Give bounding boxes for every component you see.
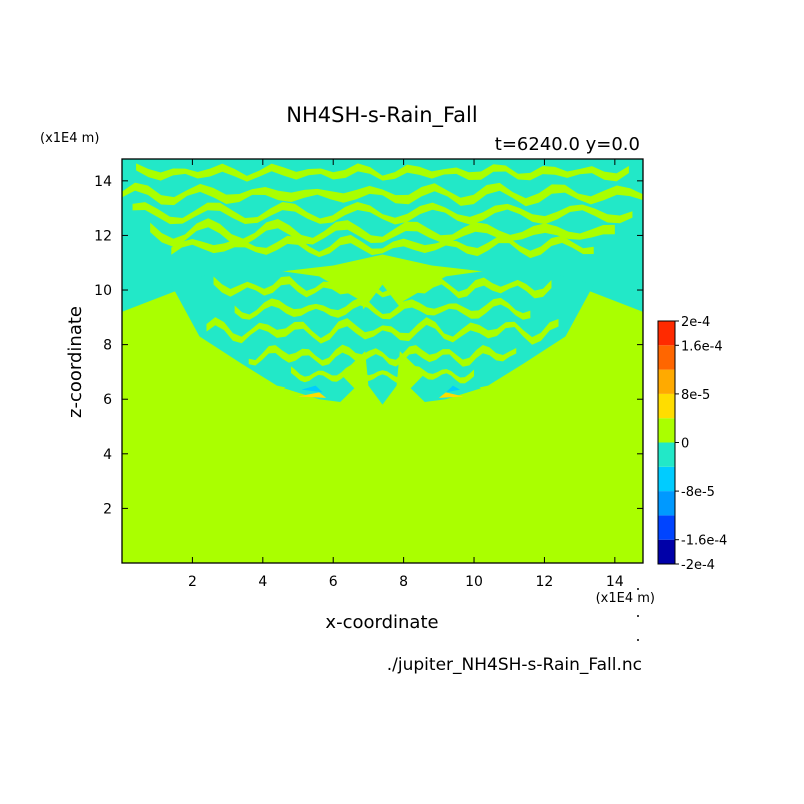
decorative-dots: [637, 588, 639, 641]
colorbar-swatch: [658, 393, 675, 419]
colorbar-label: -2e-4: [681, 558, 715, 573]
plot-area: 2 4 6 8 10 12 14 2 4 6 8 10 12 14: [94, 158, 644, 590]
colorbar-swatch: [658, 515, 675, 540]
y-units-label: (x1E4 m): [40, 131, 99, 146]
contour-stripe: [122, 182, 643, 207]
contour-region: [438, 392, 464, 398]
x-tick-label: 6: [329, 574, 338, 590]
contour-stripe: [248, 344, 517, 367]
colorbar-label: -8e-5: [681, 485, 715, 500]
x-tick-label: 2: [188, 574, 197, 590]
colorbar-swatch: [658, 442, 675, 467]
y-tick-label: 12: [94, 228, 112, 244]
colorbar-swatch: [658, 466, 675, 492]
colorbar-label: 8e-5: [681, 388, 710, 403]
contour-stripe: [150, 218, 615, 247]
colorbar-swatch: [658, 345, 675, 370]
y-tick-label: 4: [103, 447, 112, 463]
colorbar-swatch: [658, 321, 675, 346]
contour-region: [301, 385, 323, 393]
time-label: t=6240.0 y=0.0: [495, 134, 640, 155]
contour-stripe: [132, 201, 633, 225]
y-tick-label: 6: [103, 392, 112, 408]
colorbar-swatch: [658, 491, 675, 516]
contour-stripe: [290, 365, 475, 384]
y-tick-label: 14: [94, 174, 112, 190]
contour-stripe: [206, 317, 559, 345]
contour-stripe: [234, 297, 531, 320]
y-axis-label: z-coordinate: [65, 306, 86, 418]
y-tick-label: 8: [103, 338, 112, 354]
colorbar-swatch: [658, 418, 675, 443]
field-contours: [122, 159, 643, 405]
x-tick-label: 14: [606, 574, 624, 590]
contour-region: [283, 366, 355, 402]
colorbar-swatch: [658, 369, 675, 394]
colorbar-label: 1.6e-4: [681, 339, 723, 354]
contour-region: [298, 392, 327, 398]
y-tick-label: 10: [94, 283, 112, 299]
x-units-label: (x1E4 m): [596, 591, 655, 606]
source-file-label: ./jupiter_NH4SH-s-Rain_Fall.nc: [387, 655, 642, 675]
x-tick-label: 8: [399, 574, 408, 590]
y-tick-label: 2: [103, 501, 112, 517]
plot-frame: [121, 158, 644, 564]
y-axis: 2 4 6 8 10 12 14: [94, 174, 643, 517]
x-tick-label: 12: [536, 574, 554, 590]
x-axis: 2 4 6 8 10 12 14: [188, 159, 624, 590]
contour-stripe: [136, 163, 629, 182]
colorbar-swatch: [658, 539, 675, 564]
colorbar-label: 0: [681, 437, 689, 452]
x-axis-label: x-coordinate: [325, 612, 438, 633]
colorbar-label: -1.6e-4: [681, 534, 727, 549]
chart-title: NH4SH-s-Rain_Fall: [286, 103, 477, 128]
contour-stripe: [213, 276, 552, 299]
contour-region: [445, 385, 460, 393]
x-tick-label: 10: [465, 574, 483, 590]
colorbar: 2e-4 1.6e-4 8e-5 0 -8e-5 -1.6e-4 -2e-4: [657, 315, 727, 573]
colorbar-label: 2e-4: [681, 315, 710, 330]
x-tick-label: 4: [258, 574, 267, 590]
